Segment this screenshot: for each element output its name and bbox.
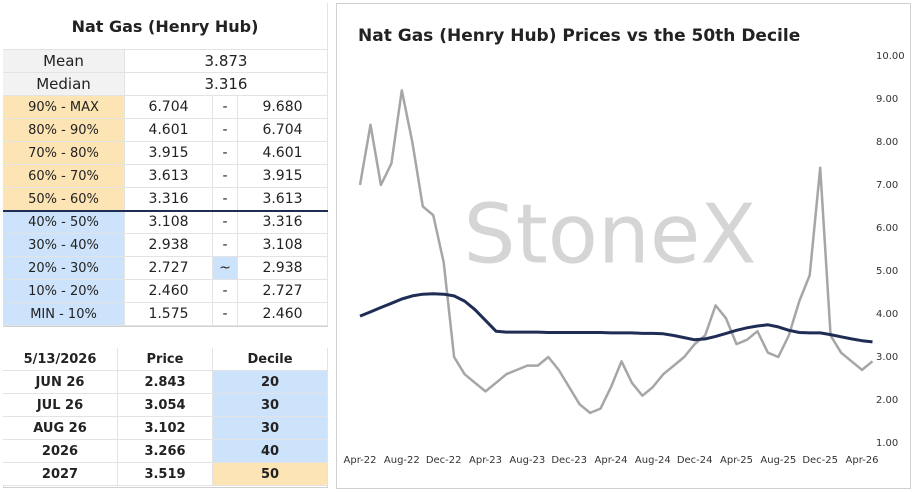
decile-low: 4.601 — [125, 119, 213, 142]
decile-low: 6.704 — [125, 96, 213, 119]
stat-value: 3.873 — [125, 50, 328, 73]
x-tick-label: Aug-25 — [760, 455, 796, 466]
table-cell: JUN 26 — [3, 371, 118, 394]
decile-sep: - — [213, 142, 238, 165]
decile-sep: - — [213, 280, 238, 303]
decile-sep: - — [213, 96, 238, 119]
chart-title: Nat Gas (Henry Hub) Prices vs the 50th D… — [358, 26, 800, 46]
decile-label: 30% - 40% — [3, 234, 125, 257]
decile-high: 9.680 — [238, 96, 328, 119]
table-cell: 3.266 — [118, 440, 213, 463]
decile-low: 1.575 — [125, 303, 213, 326]
median-divider — [3, 210, 328, 212]
decile-high: 3.915 — [238, 165, 328, 188]
table-cell: 2.843 — [118, 371, 213, 394]
decile-sep: ~ — [213, 257, 238, 280]
y-tick-label: 5.00 — [876, 266, 898, 277]
decile-label: 20% - 30% — [3, 257, 125, 280]
stat-value: 3.316 — [125, 73, 328, 96]
decile-sep: - — [213, 119, 238, 142]
series-line — [359, 292, 873, 344]
x-tick-label: Aug-24 — [635, 455, 671, 466]
decile-high: 3.108 — [238, 234, 328, 257]
y-tick-label: 9.00 — [876, 94, 898, 105]
decile-sep: - — [213, 234, 238, 257]
y-tick-label: 4.00 — [876, 309, 898, 320]
decile-low: 2.727 — [125, 257, 213, 280]
chart-panel — [336, 3, 911, 489]
table-title: Nat Gas (Henry Hub) — [3, 3, 328, 50]
x-tick-label: Apr-25 — [720, 455, 753, 466]
series-line — [358, 89, 874, 415]
table-cell: 2027 — [3, 463, 118, 486]
y-tick-label: 7.00 — [876, 180, 898, 191]
table-cell: AUG 26 — [3, 417, 118, 440]
decile-sep: - — [213, 165, 238, 188]
watermark: StoneX — [464, 187, 757, 282]
decile-high: 4.601 — [238, 142, 328, 165]
x-tick-label: Aug-22 — [384, 455, 420, 466]
y-tick-label: 8.00 — [876, 137, 898, 148]
x-tick-label: Apr-26 — [846, 455, 879, 466]
decile-high: 6.704 — [238, 119, 328, 142]
decile-label: 70% - 80% — [3, 142, 125, 165]
decile-low: 3.108 — [125, 211, 213, 234]
decile-label: 10% - 20% — [3, 280, 125, 303]
x-tick-label: Dec-24 — [677, 455, 713, 466]
y-tick-label: 10.00 — [876, 51, 905, 62]
decile-label: 90% - MAX — [3, 96, 125, 119]
table-cell: 50 — [213, 463, 328, 486]
decile-low: 3.915 — [125, 142, 213, 165]
x-tick-label: Aug-23 — [509, 455, 545, 466]
decile-high: 3.316 — [238, 211, 328, 234]
decile-high: 2.727 — [238, 280, 328, 303]
x-tick-label: Apr-24 — [595, 455, 628, 466]
table-cell: 40 — [213, 440, 328, 463]
decile-label: 80% - 90% — [3, 119, 125, 142]
x-tick-label: Apr-23 — [469, 455, 502, 466]
table-cell: 30 — [213, 394, 328, 417]
stat-label: Mean — [3, 50, 125, 73]
table-cell: 30 — [213, 417, 328, 440]
y-tick-label: 1.00 — [876, 438, 898, 449]
decile-high: 2.460 — [238, 303, 328, 326]
table-cell: 3.102 — [118, 417, 213, 440]
y-tick-label: 6.00 — [876, 223, 898, 234]
table-cell: 3.519 — [118, 463, 213, 486]
decile-sep: - — [213, 211, 238, 234]
table-cell: 3.054 — [118, 394, 213, 417]
decile-label: MIN - 10% — [3, 303, 125, 326]
x-tick-label: Dec-23 — [551, 455, 587, 466]
table-cell: 20 — [213, 371, 328, 394]
decile-sep: - — [213, 303, 238, 326]
table-cell: JUL 26 — [3, 394, 118, 417]
decile-high: 2.938 — [238, 257, 328, 280]
decile-label: 40% - 50% — [3, 211, 125, 234]
decile-label: 60% - 70% — [3, 165, 125, 188]
x-tick-label: Dec-25 — [802, 455, 838, 466]
header-cell: Price — [118, 348, 213, 371]
y-tick-label: 3.00 — [876, 352, 898, 363]
x-tick-label: Apr-22 — [344, 455, 377, 466]
table-cell: 2026 — [3, 440, 118, 463]
stat-label: Median — [3, 73, 125, 96]
decile-low: 2.460 — [125, 280, 213, 303]
header-cell: 5/13/2026 — [3, 348, 118, 371]
header-cell: Decile — [213, 348, 328, 371]
y-tick-label: 2.00 — [876, 395, 898, 406]
decile-low: 3.613 — [125, 165, 213, 188]
x-tick-label: Dec-22 — [426, 455, 462, 466]
decile-low: 2.938 — [125, 234, 213, 257]
